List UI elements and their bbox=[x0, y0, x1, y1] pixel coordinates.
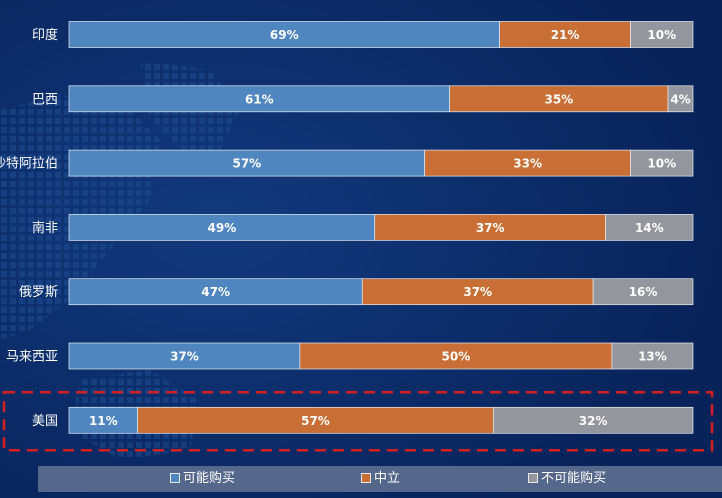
legend-label-neutral: 中立 bbox=[374, 471, 401, 486]
bar-segment-likely bbox=[68, 85, 450, 113]
bar-segment-unlikely bbox=[667, 85, 694, 113]
bar-segment-neutral bbox=[299, 342, 613, 370]
data-label-unlikely: 16% bbox=[629, 285, 658, 299]
bar-segment-unlikely bbox=[630, 21, 694, 48]
bar-segment-neutral bbox=[361, 278, 594, 306]
data-label-unlikely: 14% bbox=[635, 221, 664, 235]
data-label-likely: 37% bbox=[170, 350, 199, 364]
data-label-neutral: 50% bbox=[442, 350, 471, 364]
bar-segment-neutral bbox=[449, 85, 669, 113]
category-label: 俄罗斯 bbox=[19, 285, 58, 300]
data-label-neutral: 57% bbox=[301, 414, 330, 428]
bar-segment-neutral bbox=[424, 149, 631, 177]
bar-segment-likely bbox=[68, 342, 301, 370]
legend-swatch-unlikely bbox=[528, 472, 538, 483]
category-label: 南非 bbox=[32, 220, 58, 236]
data-label-likely: 47% bbox=[201, 285, 230, 299]
data-label-likely: 57% bbox=[232, 157, 261, 171]
data-label-neutral: 33% bbox=[513, 157, 542, 171]
bar-segment-likely bbox=[68, 278, 363, 306]
legend-label-likely: 可能购买 bbox=[183, 471, 236, 486]
bar-segment-unlikely bbox=[630, 149, 694, 177]
legend-item-neutral: 中立 bbox=[361, 466, 400, 492]
category-label: 沙特阿拉伯 bbox=[0, 157, 58, 172]
bar-segment-neutral bbox=[374, 214, 606, 241]
category-label: 美国 bbox=[32, 414, 58, 429]
bar-segment-likely bbox=[68, 406, 138, 434]
highlight-box bbox=[2, 391, 714, 452]
data-label-unlikely: 4% bbox=[670, 92, 690, 106]
bar-segment-unlikely bbox=[611, 342, 694, 370]
legend-swatch-likely bbox=[170, 472, 180, 483]
category-label: 马来西亚 bbox=[6, 350, 58, 365]
bar-segment-likely bbox=[68, 214, 376, 241]
data-label-unlikely: 10% bbox=[647, 157, 676, 171]
bar-segment-neutral bbox=[499, 21, 631, 48]
bar-segment-unlikely bbox=[605, 214, 694, 241]
data-label-likely: 69% bbox=[270, 28, 299, 42]
data-label-neutral: 35% bbox=[544, 92, 573, 106]
category-label: 印度 bbox=[32, 27, 58, 43]
data-label-neutral: 37% bbox=[476, 221, 505, 235]
bar-segment-likely bbox=[68, 149, 426, 177]
chart-legend: 可能购买 中立 不可能购买 bbox=[38, 466, 722, 492]
category-label: 巴西 bbox=[32, 92, 58, 107]
legend-label-unlikely: 不可能购买 bbox=[541, 471, 607, 486]
data-label-likely: 49% bbox=[208, 221, 237, 235]
data-label-unlikely: 13% bbox=[638, 350, 667, 364]
data-label-unlikely: 10% bbox=[647, 28, 676, 42]
data-label-neutral: 37% bbox=[463, 285, 492, 299]
bar-segment-unlikely bbox=[492, 406, 694, 434]
data-label-likely: 11% bbox=[89, 414, 118, 428]
data-label-likely: 61% bbox=[245, 92, 274, 106]
legend-item-likely: 可能购买 bbox=[170, 466, 235, 492]
data-label-neutral: 21% bbox=[551, 28, 580, 42]
bar-segment-unlikely bbox=[592, 278, 694, 306]
legend-item-unlikely: 不可能购买 bbox=[528, 466, 606, 492]
legend-swatch-neutral bbox=[361, 472, 371, 483]
data-label-unlikely: 32% bbox=[579, 414, 608, 428]
